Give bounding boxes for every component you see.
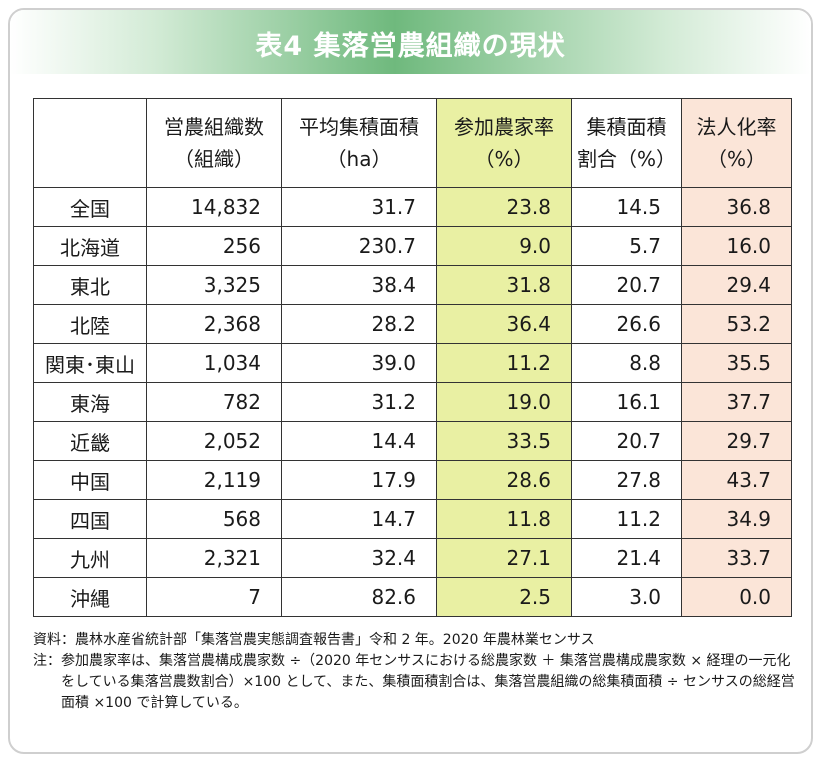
cell-corporatization-rate: 37.7 xyxy=(681,382,792,422)
cell-area-share: 16.1 xyxy=(571,382,682,422)
cell-region: 沖縄 xyxy=(33,577,147,617)
cell-org-count: 2,119 xyxy=(146,460,282,500)
header-corporatization-rate: 法人化率 （%） xyxy=(681,98,792,188)
cell-participation-rate: 11.2 xyxy=(436,343,572,383)
header-participation-rate: 参加農家率 （%） xyxy=(436,98,572,188)
cell-area-share: 21.4 xyxy=(571,538,682,578)
table-row: 沖縄 7 82.6 2.5 3.0 0.0 xyxy=(33,577,792,617)
cell-corporatization-rate: 34.9 xyxy=(681,499,792,539)
cell-corporatization-rate: 35.5 xyxy=(681,343,792,383)
cell-region: 関東･東山 xyxy=(33,343,147,383)
cell-participation-rate: 2.5 xyxy=(436,577,572,617)
cell-area-share: 11.2 xyxy=(571,499,682,539)
cell-area-share: 5.7 xyxy=(571,226,682,266)
cell-avg-area: 28.2 xyxy=(281,304,437,344)
cell-avg-area: 14.7 xyxy=(281,499,437,539)
cell-area-share: 14.5 xyxy=(571,187,682,227)
table-row: 北海道 256 230.7 9.0 5.7 16.0 xyxy=(33,226,792,266)
cell-org-count: 2,321 xyxy=(146,538,282,578)
cell-avg-area: 17.9 xyxy=(281,460,437,500)
cell-region: 北陸 xyxy=(33,304,147,344)
cell-avg-area: 31.7 xyxy=(281,187,437,227)
cell-corporatization-rate: 33.7 xyxy=(681,538,792,578)
cell-participation-rate: 27.1 xyxy=(436,538,572,578)
cell-org-count: 2,052 xyxy=(146,421,282,461)
cell-region: 全国 xyxy=(33,187,147,227)
cell-region: 北海道 xyxy=(33,226,147,266)
cell-corporatization-rate: 0.0 xyxy=(681,577,792,617)
cell-participation-rate: 36.4 xyxy=(436,304,572,344)
cell-area-share: 27.8 xyxy=(571,460,682,500)
page-title: 表4 集落営農組織の現状 xyxy=(255,31,566,62)
table-row: 中国 2,119 17.9 28.6 27.8 43.7 xyxy=(33,460,792,500)
cell-corporatization-rate: 43.7 xyxy=(681,460,792,500)
farming-organizations-table: 営農組織数 （組織） 平均集積面積 （ha） 参加農家率 （%） 集積面積 割合（%） … xyxy=(33,98,792,617)
header-region xyxy=(33,98,147,188)
table-row: 関東･東山 1,034 39.0 11.2 8.8 35.5 xyxy=(33,343,792,383)
cell-participation-rate: 19.0 xyxy=(436,382,572,422)
cell-org-count: 568 xyxy=(146,499,282,539)
table-row: 全国 14,832 31.7 23.8 14.5 36.8 xyxy=(33,187,792,227)
cell-corporatization-rate: 16.0 xyxy=(681,226,792,266)
header-avg-area: 平均集積面積 （ha） xyxy=(281,98,437,188)
cell-participation-rate: 9.0 xyxy=(436,226,572,266)
cell-corporatization-rate: 53.2 xyxy=(681,304,792,344)
cell-corporatization-rate: 29.4 xyxy=(681,265,792,305)
cell-corporatization-rate: 36.8 xyxy=(681,187,792,227)
table-row: 四国 568 14.7 11.8 11.2 34.9 xyxy=(33,499,792,539)
cell-avg-area: 14.4 xyxy=(281,421,437,461)
cell-corporatization-rate: 29.7 xyxy=(681,421,792,461)
footnotes: 資料： 農林水産省統計部「集落営農実態調査報告書」令和 2 年。2020 年農林… xyxy=(33,630,803,714)
cell-area-share: 26.6 xyxy=(571,304,682,344)
cell-org-count: 14,832 xyxy=(146,187,282,227)
cell-org-count: 7 xyxy=(146,577,282,617)
cell-avg-area: 82.6 xyxy=(281,577,437,617)
cell-avg-area: 38.4 xyxy=(281,265,437,305)
cell-org-count: 782 xyxy=(146,382,282,422)
cell-participation-rate: 33.5 xyxy=(436,421,572,461)
cell-org-count: 1,034 xyxy=(146,343,282,383)
cell-region: 東海 xyxy=(33,382,147,422)
cell-avg-area: 39.0 xyxy=(281,343,437,383)
table-card: 表4 集落営農組織の現状 営農組織数 （組織） 平均集積面積 （ha） 参加農家率（… xyxy=(8,8,813,754)
cell-avg-area: 31.2 xyxy=(281,382,437,422)
table-row: 北陸 2,368 28.2 36.4 26.6 53.2 xyxy=(33,304,792,344)
table-row: 東北 3,325 38.4 31.8 20.7 29.4 xyxy=(33,265,792,305)
header-row: 営農組織数 （組織） 平均集積面積 （ha） 参加農家率 （%） 集積面積 割合（%） … xyxy=(33,98,792,188)
header-area-share: 集積面積 割合（%） xyxy=(571,98,682,188)
cell-region: 中国 xyxy=(33,460,147,500)
source-note: 資料： 農林水産省統計部「集落営農実態調査報告書」令和 2 年。2020 年農林… xyxy=(33,632,595,648)
cell-participation-rate: 31.8 xyxy=(436,265,572,305)
cell-region: 東北 xyxy=(33,265,147,305)
cell-area-share: 3.0 xyxy=(571,577,682,617)
cell-participation-rate: 11.8 xyxy=(436,499,572,539)
title-banner: 表4 集落営農組織の現状 xyxy=(10,10,811,74)
cell-region: 近畿 xyxy=(33,421,147,461)
cell-avg-area: 32.4 xyxy=(281,538,437,578)
cell-area-share: 20.7 xyxy=(571,421,682,461)
cell-area-share: 8.8 xyxy=(571,343,682,383)
cell-participation-rate: 23.8 xyxy=(436,187,572,227)
header-org-count: 営農組織数 （組織） xyxy=(146,98,282,188)
cell-org-count: 3,325 xyxy=(146,265,282,305)
cell-region: 四国 xyxy=(33,499,147,539)
cell-org-count: 256 xyxy=(146,226,282,266)
table-row: 九州 2,321 32.4 27.1 21.4 33.7 xyxy=(33,538,792,578)
cell-area-share: 20.7 xyxy=(571,265,682,305)
calculation-note: 注： 参加農家率は、集落営農構成農家数 ÷（2020 年センサスにおける総農家数… xyxy=(33,653,795,711)
cell-avg-area: 230.7 xyxy=(281,226,437,266)
table-row: 東海 782 31.2 19.0 16.1 37.7 xyxy=(33,382,792,422)
cell-org-count: 2,368 xyxy=(146,304,282,344)
cell-participation-rate: 28.6 xyxy=(436,460,572,500)
cell-region: 九州 xyxy=(33,538,147,578)
table-row: 近畿 2,052 14.4 33.5 20.7 29.7 xyxy=(33,421,792,461)
